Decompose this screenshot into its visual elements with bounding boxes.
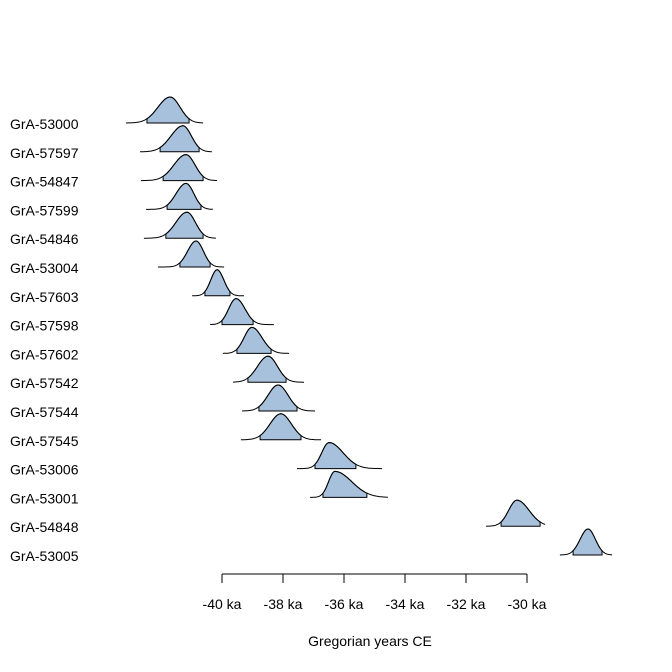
density-curve — [210, 298, 274, 326]
hpd-area — [258, 384, 298, 412]
density-curve — [143, 211, 216, 239]
sample-label: GrA-57602 — [10, 346, 79, 362]
sample-label: GrA-54848 — [10, 519, 79, 535]
density-curve — [125, 96, 204, 124]
sample-label: GrA-57599 — [10, 202, 79, 218]
hpd-area — [166, 182, 202, 210]
density-GrA-53006: GrA-53006 — [10, 442, 383, 478]
sample-label: GrA-57598 — [10, 318, 79, 334]
density-curve — [233, 355, 304, 383]
density-GrA-53001: GrA-53001 — [10, 470, 388, 506]
sample-label: GrA-53000 — [10, 116, 79, 132]
density-GrA-57597: GrA-57597 — [10, 125, 212, 161]
sample-label: GrA-53006 — [10, 462, 79, 478]
sample-label: GrA-57545 — [10, 433, 79, 449]
density-GrA-54847: GrA-54847 — [10, 154, 218, 190]
density-GrA-57598: GrA-57598 — [10, 298, 274, 334]
sample-label: GrA-53004 — [10, 260, 79, 276]
hpd-area — [221, 298, 254, 326]
x-tick-label: -30 ka — [508, 596, 547, 612]
density-curve — [157, 240, 225, 268]
sample-label: GrA-53005 — [10, 548, 79, 564]
hpd-area — [146, 96, 190, 124]
density-GrA-57542: GrA-57542 — [10, 355, 304, 391]
x-axis-title: Gregorian years CE — [308, 633, 432, 649]
density-curve — [146, 182, 213, 210]
density-curve — [242, 384, 315, 412]
density-curve — [486, 499, 546, 527]
density-GrA-57545: GrA-57545 — [10, 413, 322, 449]
density-curve — [240, 413, 322, 441]
density-GrA-57544: GrA-57544 — [10, 384, 315, 420]
hpd-area — [236, 326, 272, 354]
density-GrA-53004: GrA-53004 — [10, 240, 225, 276]
density-GrA-53005: GrA-53005 — [10, 528, 613, 564]
x-tick-label: -40 ka — [203, 596, 242, 612]
x-tick-label: -38 ka — [264, 596, 303, 612]
sample-label: GrA-54846 — [10, 231, 79, 247]
density-GrA-54848: GrA-54848 — [10, 499, 546, 535]
density-curve — [222, 326, 290, 354]
density-curve — [192, 269, 244, 297]
hpd-area — [204, 269, 231, 297]
density-GrA-57603: GrA-57603 — [10, 269, 244, 305]
x-tick-label: -36 ka — [325, 596, 364, 612]
sample-label: GrA-57542 — [10, 375, 79, 391]
hpd-area — [179, 240, 211, 268]
density-curve — [140, 154, 218, 182]
density-curve — [139, 125, 212, 153]
x-tick-label: -34 ka — [386, 596, 425, 612]
hpd-area — [259, 413, 302, 441]
density-GrA-54846: GrA-54846 — [10, 211, 216, 247]
sample-label: GrA-57603 — [10, 289, 79, 305]
density-curve — [310, 470, 388, 498]
density-curve — [559, 528, 613, 556]
sample-label: GrA-57597 — [10, 145, 79, 161]
hpd-area — [247, 355, 287, 383]
hpd-area — [572, 528, 603, 556]
density-rows: GrA-53000 GrA-57597 GrA-54847 GrA-57599 GrA-… — [10, 96, 613, 564]
x-axis: -40 ka -38 ka -36 ka -34 ka -32 ka -30 ka — [203, 573, 547, 612]
sample-label: GrA-57544 — [10, 404, 79, 420]
hpd-area — [314, 442, 357, 470]
density-GrA-53000: GrA-53000 — [10, 96, 204, 132]
density-curve — [297, 442, 383, 470]
sample-label: GrA-53001 — [10, 490, 79, 506]
x-tick-label: -32 ka — [447, 596, 486, 612]
density-GrA-57602: GrA-57602 — [10, 326, 290, 362]
sample-label: GrA-54847 — [10, 174, 79, 190]
density-GrA-57599: GrA-57599 — [10, 182, 213, 218]
